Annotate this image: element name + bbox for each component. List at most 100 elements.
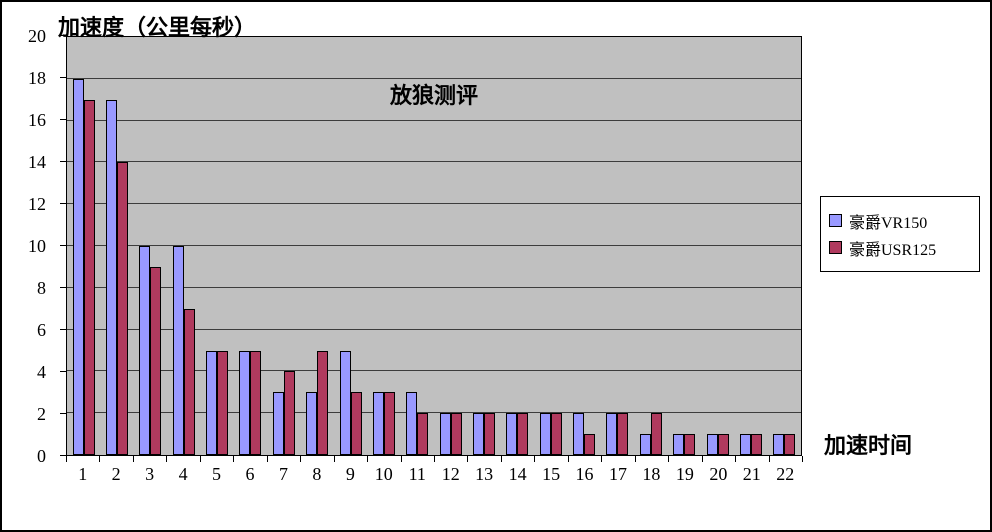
y-tick xyxy=(60,245,66,246)
category-22 xyxy=(768,37,801,455)
y-tick-label: 2 xyxy=(37,404,46,424)
legend-items: 豪爵VR150 豪爵USR125 xyxy=(829,207,971,261)
bars-container xyxy=(67,37,801,455)
gridline xyxy=(67,203,801,205)
y-tick-label: 8 xyxy=(37,278,46,298)
y-tick-label: 0 xyxy=(37,446,46,466)
x-tick-label: 7 xyxy=(278,464,288,484)
y-tick-label: 20 xyxy=(28,26,46,46)
x-tick-label: 3 xyxy=(145,464,155,484)
x-tick-label: 11 xyxy=(408,464,426,484)
x-axis-labels: 1 2 3 4 5 6 7 8 9 10 11 12 13 14 15 16 17 18 19 20 21 22 xyxy=(66,464,802,485)
bar-豪爵USR125-1 xyxy=(83,99,95,455)
x-tick xyxy=(601,456,603,462)
category-16 xyxy=(567,37,600,455)
category-10 xyxy=(367,37,400,455)
bar-豪爵VR150-22 xyxy=(773,434,785,455)
bar-豪爵VR150-9 xyxy=(339,350,351,455)
chart-title: 放狼测评 xyxy=(389,83,478,108)
bar-豪爵VR150-12 xyxy=(439,413,451,455)
bar-豪爵VR150-19 xyxy=(673,434,685,455)
category-20 xyxy=(701,37,734,455)
y-tick-label: 16 xyxy=(28,110,46,130)
y-tick xyxy=(60,413,66,414)
bar-豪爵VR150-1 xyxy=(72,78,84,455)
bar-豪爵VR150-3 xyxy=(139,246,151,455)
bar-豪爵VR150-8 xyxy=(306,392,318,455)
y-tick xyxy=(60,329,66,330)
x-tick xyxy=(333,456,335,462)
gridline xyxy=(67,412,801,414)
y-tick-label: 18 xyxy=(28,68,46,88)
x-tick xyxy=(768,456,770,462)
bar-豪爵VR150-5 xyxy=(206,350,218,455)
gridline xyxy=(67,328,801,330)
x-tick-label: 15 xyxy=(542,464,561,484)
x-tick-label: 9 xyxy=(345,464,355,484)
category-3 xyxy=(134,37,167,455)
bar-豪爵VR150-7 xyxy=(272,392,284,455)
x-tick xyxy=(434,456,435,462)
x-tick-label: 13 xyxy=(475,464,494,484)
x-tick-label: 12 xyxy=(441,464,460,484)
y-tick-label: 12 xyxy=(28,194,46,214)
category-4 xyxy=(167,37,200,455)
category-6 xyxy=(234,37,267,455)
y-tick xyxy=(60,161,66,162)
x-tick-label: 14 xyxy=(508,464,527,484)
category-2 xyxy=(100,37,133,455)
x-tick xyxy=(199,456,201,462)
category-9 xyxy=(334,37,367,455)
bar-豪爵USR125-19 xyxy=(684,434,696,455)
x-axis-title: 加速时间 xyxy=(824,433,913,458)
x-tick-label: 10 xyxy=(374,464,393,484)
bar-豪爵USR125-4 xyxy=(183,308,195,455)
bar-豪爵VR150-2 xyxy=(106,99,118,455)
bar-豪爵VR150-4 xyxy=(172,246,184,455)
bar-豪爵USR125-13 xyxy=(483,413,495,455)
legend-label: 豪爵USR125 xyxy=(849,241,937,259)
bar-豪爵USR125-22 xyxy=(784,434,796,455)
bar-豪爵USR125-18 xyxy=(650,413,662,455)
legend-item: 豪爵VR150 xyxy=(829,207,971,234)
y-tick-label: 10 xyxy=(28,236,46,256)
bar-豪爵USR125-16 xyxy=(584,434,596,455)
bar-豪爵USR125-2 xyxy=(117,162,129,455)
bar-豪爵USR125-3 xyxy=(150,266,162,455)
gridline xyxy=(67,286,801,288)
bar-豪爵VR150-21 xyxy=(739,434,751,455)
x-tick xyxy=(567,456,569,462)
bar-豪爵USR125-9 xyxy=(350,392,362,455)
bar-豪爵USR125-21 xyxy=(750,434,762,455)
bar-豪爵VR150-15 xyxy=(539,413,551,455)
x-tick xyxy=(668,456,670,462)
x-tick xyxy=(66,456,67,462)
bar-豪爵USR125-12 xyxy=(450,413,462,455)
bar-豪爵VR150-20 xyxy=(706,434,718,455)
bar-豪爵VR150-6 xyxy=(239,350,251,455)
plot-area xyxy=(66,36,802,456)
bar-豪爵VR150-13 xyxy=(472,413,484,455)
x-tick-label: 21 xyxy=(742,464,761,484)
x-tick-label: 16 xyxy=(575,464,594,484)
category-12 xyxy=(434,37,467,455)
legend-label: 豪爵VR150 xyxy=(849,214,928,232)
x-tick-label: 5 xyxy=(212,464,222,484)
y-tick xyxy=(60,35,66,36)
legend-marker xyxy=(829,214,842,227)
category-21 xyxy=(734,37,767,455)
x-tick xyxy=(701,456,703,462)
category-15 xyxy=(534,37,567,455)
x-tick-label: 18 xyxy=(642,464,661,484)
x-tick xyxy=(467,456,469,462)
x-tick xyxy=(166,456,168,462)
bar-豪爵USR125-14 xyxy=(517,413,529,455)
bar-豪爵VR150-11 xyxy=(406,392,418,455)
x-tick xyxy=(534,456,536,462)
x-tick xyxy=(802,456,803,462)
bar-豪爵USR125-20 xyxy=(717,434,729,455)
x-tick xyxy=(266,456,268,462)
bar-豪爵USR125-6 xyxy=(250,350,262,455)
y-axis-ticks xyxy=(60,35,66,456)
